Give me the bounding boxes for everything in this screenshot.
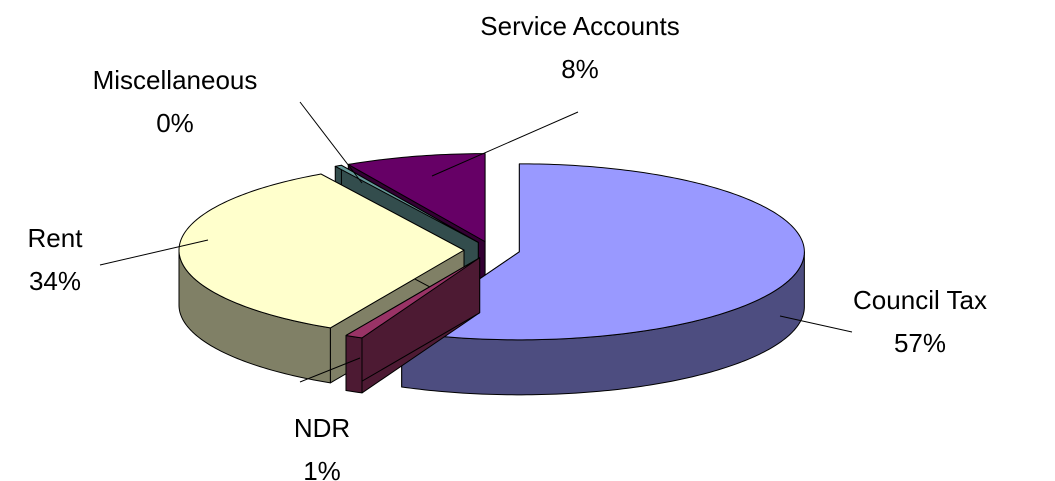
slice-label: Service Accounts (480, 11, 679, 41)
slice-value-label: 8% (561, 54, 599, 84)
leader-line (299, 101, 363, 184)
slice (178, 173, 465, 329)
slice (347, 153, 486, 243)
slice-value-label: 0% (156, 108, 194, 138)
slice (334, 164, 479, 243)
leader-line (431, 111, 579, 177)
slice (345, 257, 481, 394)
slice-label: Rent (28, 223, 84, 253)
leader-line (99, 239, 209, 266)
leader-line (299, 357, 361, 383)
slice (401, 163, 805, 396)
slice (401, 163, 805, 341)
slice-label: NDR (294, 413, 350, 443)
slice-side (345, 334, 363, 394)
slice-value-label: 57% (894, 328, 946, 358)
leader-line (779, 315, 853, 333)
slice-label: Miscellaneous (93, 65, 258, 95)
slice-value-label: 34% (29, 266, 81, 296)
slice (345, 257, 481, 339)
slice-label: Council Tax (853, 285, 987, 315)
slice-value-label: 1% (303, 456, 341, 481)
